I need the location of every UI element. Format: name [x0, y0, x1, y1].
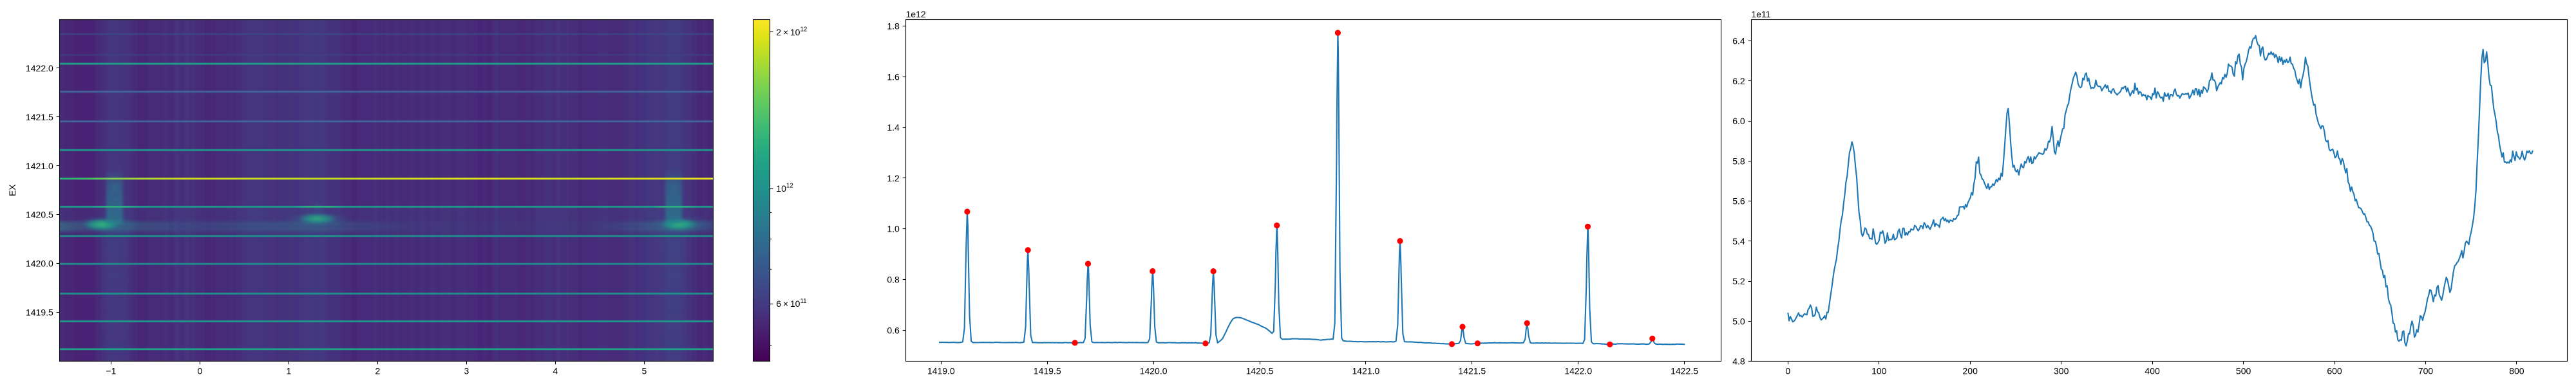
svg-text:1420.0: 1420.0 [26, 259, 53, 269]
svg-text:4.8: 4.8 [1732, 356, 1745, 367]
svg-text:500: 500 [2236, 366, 2251, 376]
svg-text:0: 0 [198, 366, 203, 376]
svg-text:1422.5: 1422.5 [1671, 366, 1698, 376]
svg-text:1420.0: 1420.0 [1140, 366, 1168, 376]
svg-text:4: 4 [553, 366, 558, 376]
svg-text:1419.5: 1419.5 [26, 308, 53, 318]
svg-text:5.6: 5.6 [1732, 196, 1745, 207]
svg-text:0.8: 0.8 [887, 275, 900, 285]
svg-text:1.2: 1.2 [887, 173, 900, 183]
svg-text:0: 0 [1785, 366, 1790, 376]
svg-text:300: 300 [2054, 366, 2069, 376]
svg-text:1422.0: 1422.0 [26, 63, 53, 73]
svg-text:1.6: 1.6 [887, 71, 900, 82]
svg-text:400: 400 [2145, 366, 2160, 376]
svg-text:3: 3 [464, 366, 469, 376]
svg-text:1421.0: 1421.0 [1352, 366, 1379, 376]
svg-text:1421.5: 1421.5 [26, 112, 53, 122]
svg-text:6.4: 6.4 [1732, 36, 1745, 46]
svg-text:1419.5: 1419.5 [1034, 366, 1061, 376]
svg-text:1419.0: 1419.0 [927, 366, 955, 376]
svg-text:1421.0: 1421.0 [26, 161, 53, 171]
svg-text:6.2: 6.2 [1732, 76, 1745, 86]
svg-text:800: 800 [2509, 366, 2524, 376]
svg-text:6 × 1011: 6 × 1011 [776, 298, 806, 309]
svg-text:700: 700 [2418, 366, 2434, 376]
svg-text:1e12: 1e12 [906, 9, 926, 19]
svg-text:1421.5: 1421.5 [1458, 366, 1486, 376]
svg-text:600: 600 [2327, 366, 2342, 376]
svg-text:−1: −1 [106, 366, 116, 376]
svg-text:1e11: 1e11 [1751, 9, 1770, 19]
svg-text:EX: EX [7, 184, 17, 196]
svg-text:1: 1 [287, 366, 292, 376]
svg-text:1.8: 1.8 [887, 21, 900, 32]
svg-text:200: 200 [1963, 366, 1978, 376]
svg-text:2 × 1012: 2 × 1012 [776, 26, 807, 37]
svg-text:100: 100 [1871, 366, 1887, 376]
svg-text:1422.0: 1422.0 [1564, 366, 1592, 376]
svg-text:5.0: 5.0 [1732, 316, 1745, 326]
svg-text:1.0: 1.0 [887, 224, 900, 234]
svg-text:0.6: 0.6 [887, 325, 900, 335]
svg-text:5.2: 5.2 [1732, 276, 1745, 286]
svg-text:2: 2 [375, 366, 381, 376]
svg-text:1.4: 1.4 [887, 122, 900, 133]
svg-text:5.8: 5.8 [1732, 156, 1745, 166]
svg-text:6.0: 6.0 [1732, 116, 1745, 126]
svg-text:1420.5: 1420.5 [1246, 366, 1274, 376]
svg-text:1420.5: 1420.5 [26, 210, 53, 220]
svg-text:5: 5 [642, 366, 647, 376]
svg-text:5.4: 5.4 [1732, 236, 1745, 246]
